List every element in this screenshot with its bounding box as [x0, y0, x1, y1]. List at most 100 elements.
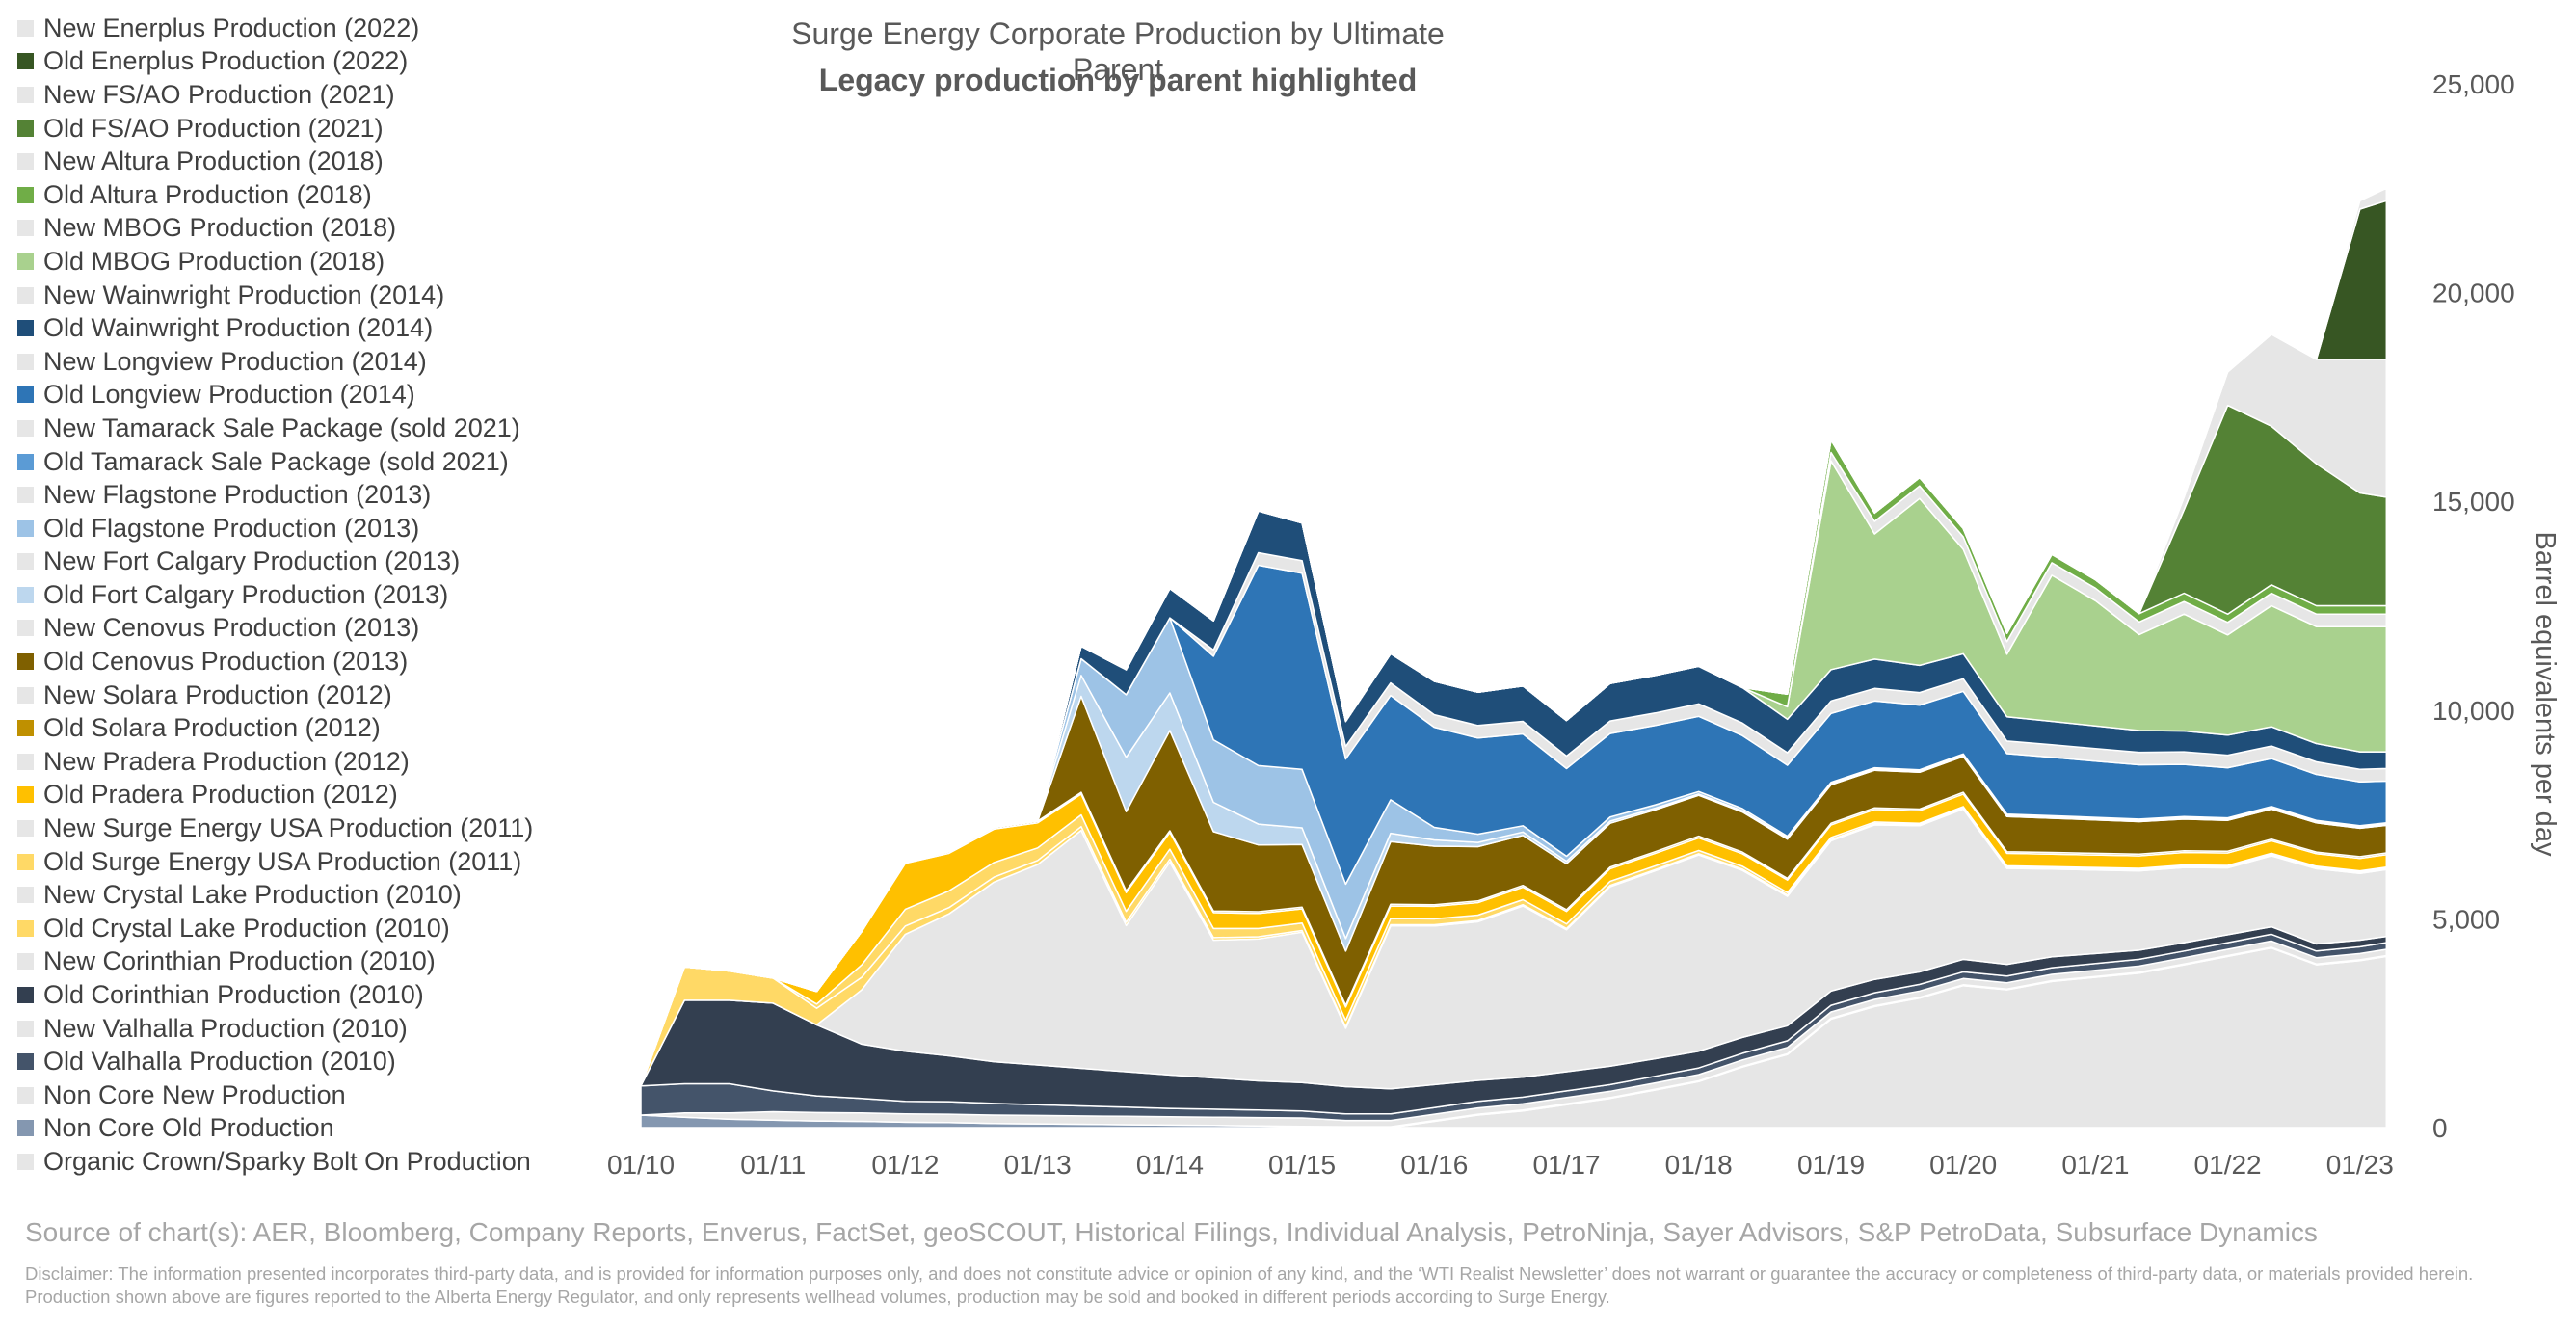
legend-label: New Crystal Lake Production (2010)	[43, 880, 462, 910]
x-tick-label: 01/14	[1136, 1150, 1204, 1180]
legend-label: New Solara Production (2012)	[43, 679, 392, 709]
legend-swatch	[17, 1086, 34, 1104]
x-tick-label: 01/21	[2061, 1150, 2129, 1180]
legend-swatch	[17, 153, 34, 171]
legend-item: New Cenovus Production (2013)	[17, 612, 596, 646]
legend-item: New Crystal Lake Production (2010)	[17, 878, 596, 912]
legend-item: Old Flagstone Production (2013)	[17, 512, 596, 545]
disclaimer-note: Disclaimer: The information presented in…	[25, 1264, 2474, 1307]
legend-label: Old Surge Energy USA Production (2011)	[43, 846, 522, 876]
legend-label: Old Crystal Lake Production (2010)	[43, 913, 450, 943]
x-tick-label: 01/18	[1665, 1150, 1733, 1180]
legend-item: New Tamarack Sale Package (sold 2021)	[17, 412, 596, 445]
legend-item: New Surge Energy USA Production (2011)	[17, 811, 596, 845]
legend-item: Old Pradera Production (2012)	[17, 779, 596, 812]
x-tick-label: 01/12	[871, 1150, 939, 1180]
legend-item: Old Surge Energy USA Production (2011)	[17, 845, 596, 879]
legend-label: New Cenovus Production (2013)	[43, 613, 420, 643]
legend-swatch	[17, 753, 34, 770]
legend-label: New Enerplus Production (2022)	[43, 13, 420, 42]
x-tick-label: 01/15	[1268, 1150, 1336, 1180]
legend-swatch	[17, 1020, 34, 1037]
legend-label: Old Flagstone Production (2013)	[43, 513, 420, 543]
legend-item: Old Longview Production (2014)	[17, 379, 596, 412]
legend-swatch	[17, 386, 34, 404]
legend-item: Old Corinthian Production (2010)	[17, 978, 596, 1012]
y-tick-label: 5,000	[2432, 904, 2500, 934]
legend-swatch	[17, 786, 34, 804]
y-tick-label: 25,000	[2432, 69, 2515, 99]
legend-swatch	[17, 19, 34, 37]
legend-item: New Fort Calgary Production (2013)	[17, 545, 596, 579]
source-note: Source of chart(s): AER, Bloomberg, Comp…	[25, 1217, 2318, 1247]
legend-swatch	[17, 120, 34, 137]
legend-item: New MBOG Production (2018)	[17, 212, 596, 246]
legend-swatch	[17, 586, 34, 603]
legend-swatch	[17, 453, 34, 470]
legend-swatch	[17, 919, 34, 937]
x-tick-label: 01/16	[1400, 1150, 1468, 1180]
area-series-group	[640, 187, 2388, 1129]
legend-item: New Wainwright Production (2014)	[17, 279, 596, 312]
legend-item: Old Crystal Lake Production (2010)	[17, 912, 596, 945]
legend-swatch	[17, 620, 34, 637]
x-tick-label: 01/10	[607, 1150, 675, 1180]
legend-swatch	[17, 320, 34, 337]
legend-swatch	[17, 253, 34, 270]
legend-label: Old Cenovus Production (2013)	[43, 647, 409, 677]
legend-swatch	[17, 1120, 34, 1137]
legend-item: New Corinthian Production (2010)	[17, 945, 596, 979]
x-tick-label: 01/23	[2326, 1150, 2394, 1180]
legend-swatch	[17, 220, 34, 237]
legend-swatch	[17, 487, 34, 504]
legend-item: Old Wainwright Production (2014)	[17, 311, 596, 345]
legend-label: Old Solara Production (2012)	[43, 713, 381, 743]
legend-swatch	[17, 953, 34, 971]
legend-label: New Corinthian Production (2010)	[43, 946, 436, 976]
legend-item: New Pradera Production (2012)	[17, 745, 596, 779]
legend-item: New Valhalla Production (2010)	[17, 1012, 596, 1046]
legend-swatch	[17, 86, 34, 103]
legend-item: Non Core New Production	[17, 1078, 596, 1112]
legend-label: Organic Crown/Sparky Bolt On Production	[43, 1146, 531, 1176]
legend-item: Old Tamarack Sale Package (sold 2021)	[17, 445, 596, 479]
legend-label: New Flagstone Production (2013)	[43, 480, 432, 510]
legend-swatch	[17, 186, 34, 203]
legend-swatch	[17, 720, 34, 737]
legend-label: New Tamarack Sale Package (sold 2021)	[43, 412, 520, 442]
y-axis-label: Barrel equivalents per day	[2530, 532, 2561, 857]
legend-item: Organic Crown/Sparky Bolt On Production	[17, 1145, 596, 1179]
legend-label: Non Core Old Production	[43, 1113, 334, 1143]
legend: New Enerplus Production (2022) Old Enerpl…	[17, 12, 596, 1179]
legend-item: Old FS/AO Production (2021)	[17, 112, 596, 146]
legend-swatch	[17, 353, 34, 370]
area-series	[640, 187, 2388, 1087]
legend-label: Old Fort Calgary Production (2013)	[43, 579, 449, 609]
y-axis: 0 5,000 10,000 15,000 20,000 25,000	[2432, 69, 2515, 1143]
legend-swatch	[17, 419, 34, 437]
legend-item: Old Solara Production (2012)	[17, 711, 596, 745]
legend-label: Old Pradera Production (2012)	[43, 780, 398, 810]
legend-swatch	[17, 853, 34, 870]
legend-label: Old FS/AO Production (2021)	[43, 113, 384, 143]
legend-label: New MBOG Production (2018)	[43, 213, 397, 243]
y-tick-label: 15,000	[2432, 487, 2515, 517]
legend-swatch	[17, 1153, 34, 1170]
legend-item: Old Fort Calgary Production (2013)	[17, 578, 596, 612]
legend-label: New Fort Calgary Production (2013)	[43, 546, 461, 576]
legend-item: Old Enerplus Production (2022)	[17, 45, 596, 79]
legend-label: Old Tamarack Sale Package (sold 2021)	[43, 446, 509, 476]
legend-swatch	[17, 53, 34, 70]
x-tick-label: 01/19	[1797, 1150, 1865, 1180]
legend-item: New Enerplus Production (2022)	[17, 12, 596, 45]
legend-label: Old Longview Production (2014)	[43, 380, 415, 410]
legend-label: New Valhalla Production (2010)	[43, 1013, 408, 1043]
legend-label: New Surge Energy USA Production (2011)	[43, 813, 534, 843]
legend-label: Old Enerplus Production (2022)	[43, 46, 409, 76]
legend-label: New Wainwright Production (2014)	[43, 279, 445, 309]
legend-item: Non Core Old Production	[17, 1112, 596, 1146]
legend-label: Old Valhalla Production (2010)	[43, 1047, 396, 1077]
legend-swatch	[17, 987, 34, 1004]
legend-swatch	[17, 553, 34, 571]
legend-label: Old MBOG Production (2018)	[43, 246, 385, 276]
